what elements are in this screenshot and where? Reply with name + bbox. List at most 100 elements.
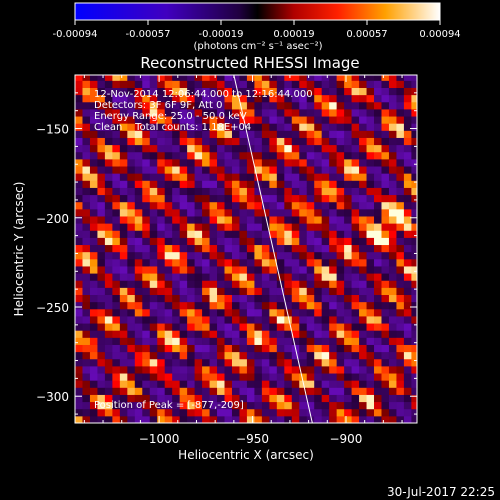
heatmap-cell <box>374 394 382 403</box>
heatmap-cell <box>381 287 390 296</box>
heatmap-cell <box>299 373 308 381</box>
heatmap-cell <box>157 223 166 231</box>
heatmap-cell <box>149 337 158 345</box>
heatmap-cell <box>291 380 300 388</box>
heatmap-cell <box>396 330 405 338</box>
heatmap-cell <box>359 130 368 138</box>
heatmap-cell <box>112 258 121 267</box>
heatmap-cell <box>97 294 106 303</box>
heatmap-cell <box>231 323 240 331</box>
heatmap-cell <box>127 116 136 124</box>
heatmap-cell <box>329 244 338 253</box>
heatmap-cell <box>231 180 240 188</box>
heatmap-cell <box>411 365 417 374</box>
heatmap-cell <box>291 223 300 231</box>
heatmap-cell <box>411 201 417 210</box>
heatmap-cell <box>209 158 218 167</box>
heatmap-cell <box>217 415 226 423</box>
heatmap-cell <box>224 251 233 260</box>
heatmap-cell <box>142 315 151 324</box>
heatmap-cell <box>306 94 315 103</box>
heatmap-cell <box>82 237 91 246</box>
heatmap-cell <box>261 137 270 146</box>
heatmap-cell <box>134 394 143 403</box>
heatmap-cell <box>246 244 255 253</box>
heatmap-cell <box>202 173 211 181</box>
heatmap-cell <box>231 244 240 253</box>
heatmap-cell <box>269 273 278 281</box>
heatmap-cell <box>239 237 248 246</box>
heatmap-cell <box>202 130 211 138</box>
heatmap-cell <box>187 358 196 367</box>
heatmap-cell <box>329 108 338 117</box>
heatmap-cell <box>411 230 417 238</box>
heatmap-cell <box>276 194 285 203</box>
heatmap-cell <box>344 230 353 238</box>
heatmap-cell <box>157 94 166 103</box>
heatmap-cell <box>359 101 368 110</box>
heatmap-cell <box>209 151 218 160</box>
heatmap-cell <box>329 280 338 288</box>
heatmap-cell <box>374 358 382 367</box>
heatmap-cell <box>359 365 368 374</box>
heatmap-cell <box>231 351 240 360</box>
heatmap-cell <box>164 315 173 324</box>
heatmap-cell <box>104 187 113 196</box>
heatmap-cell <box>269 151 278 160</box>
heatmap-cell <box>284 394 293 403</box>
heatmap-cell <box>142 151 151 160</box>
heatmap-cell <box>157 373 166 381</box>
heatmap-cell <box>329 273 338 281</box>
heatmap-cell <box>209 108 218 117</box>
heatmap-cell <box>284 344 293 353</box>
heatmap-cell <box>306 80 315 88</box>
heatmap-cell <box>381 294 390 303</box>
heatmap-cell <box>75 223 83 231</box>
heatmap-cell <box>239 144 248 153</box>
heatmap-cell <box>172 373 181 381</box>
heatmap-cell <box>134 137 143 146</box>
heatmap-cell <box>366 394 375 403</box>
heatmap-cell <box>254 87 263 96</box>
heatmap-cell <box>231 75 240 81</box>
heatmap-cell <box>254 337 263 345</box>
heatmap-cell <box>374 351 382 360</box>
heatmap-cell <box>344 251 353 260</box>
heatmap-cell <box>336 308 345 317</box>
heatmap-cell <box>89 358 98 367</box>
heatmap-cell <box>217 294 226 303</box>
heatmap-cell <box>127 294 136 303</box>
heatmap-cell <box>329 251 338 260</box>
heatmap-cell <box>359 387 368 395</box>
heatmap-cell <box>246 251 255 260</box>
heatmap-cell <box>75 337 83 345</box>
heatmap-cell <box>314 273 323 281</box>
heatmap-cell <box>254 330 263 338</box>
heatmap-cell <box>291 108 300 117</box>
heatmap-cell <box>75 230 83 238</box>
heatmap-cell <box>119 344 128 353</box>
heatmap-cell <box>396 151 405 160</box>
heatmap-cell <box>187 151 196 160</box>
heatmap-cell <box>89 244 98 253</box>
heatmap-cell <box>127 330 136 338</box>
heatmap-cell <box>344 273 353 281</box>
info-line-energy: Energy Range: 25.0 - 50.0 keV <box>94 111 247 122</box>
heatmap-cell <box>119 194 128 203</box>
heatmap-cell <box>187 387 196 395</box>
heatmap-cell <box>351 365 360 374</box>
heatmap-cell <box>179 116 188 124</box>
heatmap-cell <box>299 394 308 403</box>
heatmap-cell <box>306 180 315 188</box>
heatmap-cell <box>366 294 375 303</box>
heatmap-cell <box>119 151 128 160</box>
heatmap-cell <box>321 330 330 338</box>
heatmap-cell <box>306 244 315 253</box>
heatmap-cell <box>157 323 166 331</box>
heatmap-cell <box>127 401 136 410</box>
heatmap-cell <box>239 351 248 360</box>
heatmap-cell <box>299 358 308 367</box>
heatmap-cell <box>396 215 405 224</box>
heatmap-cell <box>82 394 91 403</box>
heatmap-cell <box>97 315 106 324</box>
